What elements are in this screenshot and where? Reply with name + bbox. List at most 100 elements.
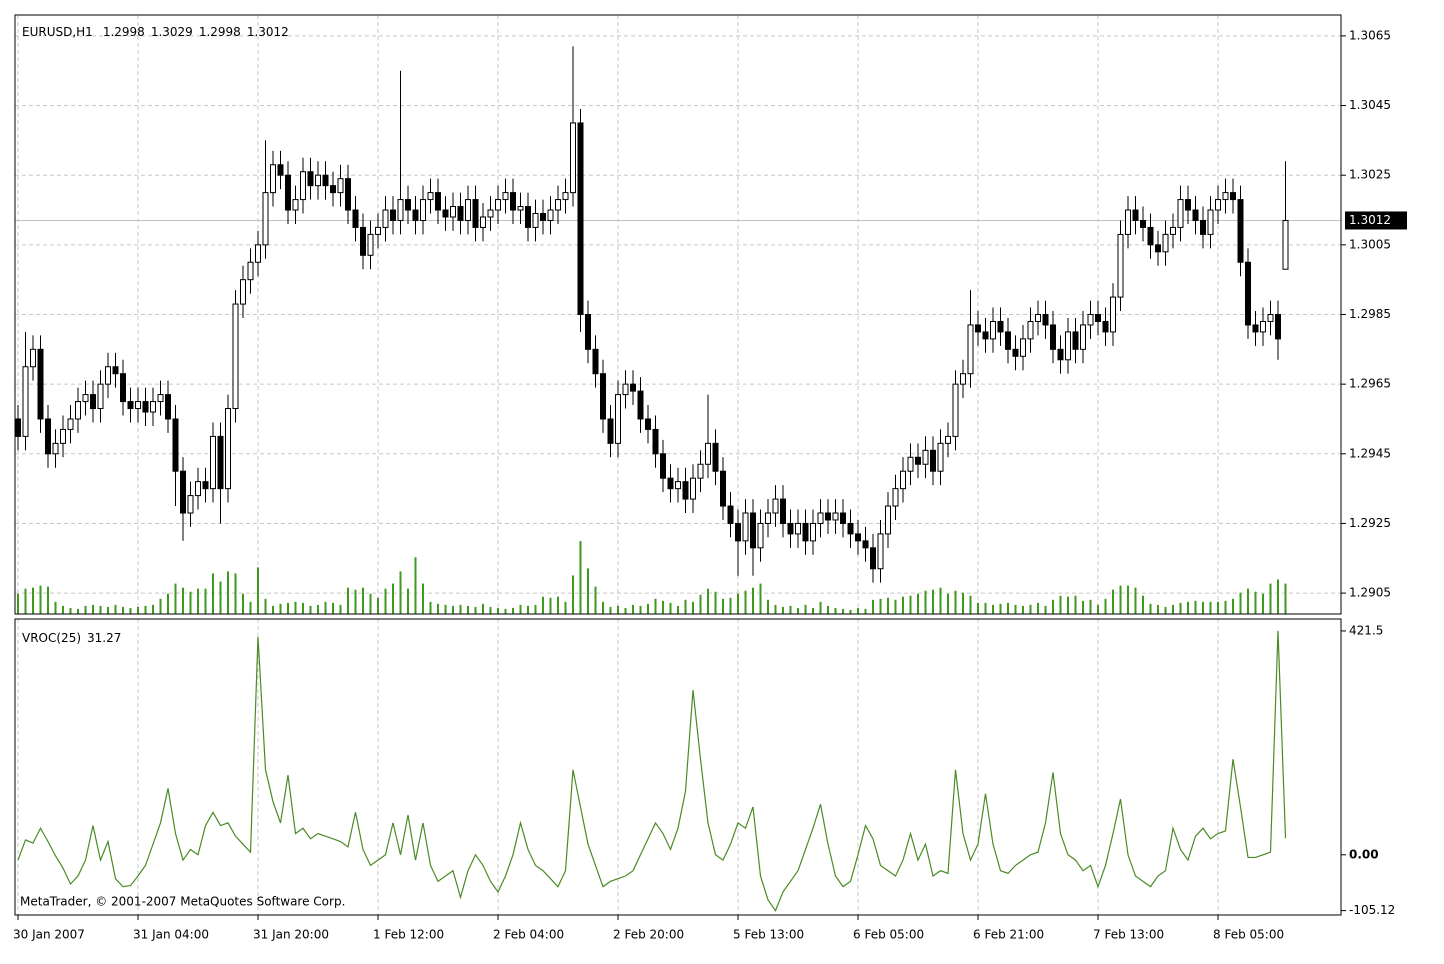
volume-bar	[519, 604, 522, 614]
volume-bar	[602, 601, 604, 614]
volume-bar	[489, 606, 492, 614]
candle-body	[30, 348, 36, 368]
volume-bar	[647, 603, 649, 614]
candle-body	[1222, 192, 1229, 201]
candle-body	[855, 533, 861, 542]
candle-body	[757, 522, 764, 549]
volume-bar	[707, 588, 709, 614]
candle-body	[277, 164, 284, 176]
volume-bar	[872, 599, 874, 614]
candle-body	[877, 533, 884, 570]
candle-body	[675, 481, 681, 490]
candle-body	[1087, 314, 1094, 326]
last-close: 1.3012	[247, 25, 289, 39]
candle-body	[412, 209, 419, 221]
last-low: 1.2998	[199, 25, 241, 39]
candle-body	[67, 418, 74, 430]
volume-bar	[624, 607, 627, 614]
candle-body	[180, 470, 186, 514]
candle-body	[472, 199, 479, 228]
volume-bar	[107, 606, 109, 614]
volume-bar	[227, 571, 229, 614]
volume-bar	[444, 604, 447, 614]
volume-bar	[159, 598, 162, 614]
volume-bar	[1209, 601, 1212, 614]
volume-bar	[1104, 598, 1107, 614]
last-open: 1.2998	[103, 25, 145, 39]
volume-bar	[234, 573, 237, 614]
volume-bar	[54, 601, 57, 614]
candle-body	[202, 481, 209, 490]
y-tick-label: 0.00	[1349, 847, 1379, 861]
volume-bar	[182, 587, 184, 614]
candle-body	[315, 174, 321, 187]
volume-bar	[212, 573, 214, 614]
volume-bar	[534, 604, 537, 614]
candle-body	[292, 199, 299, 211]
candle-body	[592, 348, 599, 375]
volume-bar	[407, 588, 409, 614]
volume-bar	[557, 596, 559, 614]
volume-bar	[197, 588, 199, 614]
volume-bar	[767, 599, 769, 614]
volume-bar	[669, 602, 672, 614]
volume-bar	[1082, 600, 1084, 614]
x-tick-label: 7 Feb 13:00	[1093, 928, 1164, 942]
volume-bar	[459, 604, 462, 614]
candle-body	[697, 463, 704, 479]
candle-body	[712, 442, 719, 472]
volume-bar	[1202, 601, 1204, 614]
candle-body	[735, 522, 741, 542]
volume-bar	[129, 607, 132, 614]
candle-body	[945, 435, 951, 444]
candle-body	[405, 199, 411, 211]
volume-bar	[422, 583, 424, 614]
candle-body	[562, 192, 569, 201]
candle-body	[1065, 331, 1071, 361]
candle-body	[1170, 226, 1176, 235]
volume-bar	[309, 605, 312, 614]
volume-bar	[377, 597, 379, 614]
candle-body	[1147, 226, 1154, 246]
candle-body	[1072, 331, 1079, 350]
volume-bar	[1014, 604, 1017, 614]
candle-body	[1057, 348, 1064, 361]
candle-body	[1132, 209, 1139, 221]
y-tick-label: 1.2985	[1349, 307, 1391, 321]
volume-bar	[999, 603, 1002, 614]
candle-body	[1215, 199, 1221, 211]
candle-body	[187, 495, 194, 514]
volume-bar	[639, 605, 642, 614]
volume-bar	[564, 601, 567, 614]
last-high: 1.3029	[151, 25, 193, 39]
volume-bar	[17, 593, 19, 614]
volume-bar	[399, 571, 402, 614]
volume-bar	[1127, 585, 1129, 614]
volume-bar	[977, 602, 979, 614]
candle-body	[630, 383, 636, 392]
volume-bar	[729, 597, 732, 614]
candle-body	[900, 470, 906, 490]
volume-bar	[257, 567, 259, 614]
volume-bar	[189, 591, 192, 614]
candle-body	[652, 428, 659, 455]
candle-body	[97, 383, 104, 410]
volume-bar	[984, 602, 987, 614]
mark-layer	[15, 46, 1289, 912]
x-tick-label: 31 Jan 04:00	[133, 928, 209, 942]
volume-bar	[69, 607, 72, 614]
candle-body	[322, 174, 329, 187]
volume-bar	[1059, 595, 1062, 614]
x-tick-label: 8 Feb 05:00	[1213, 928, 1284, 942]
candle-body	[1140, 219, 1146, 228]
candle-body	[667, 477, 674, 490]
candle-body	[817, 512, 824, 524]
candle-body	[532, 213, 539, 228]
candle-body	[825, 512, 831, 521]
volume-bar	[302, 602, 304, 614]
candle-body	[150, 401, 156, 413]
candle-body	[390, 209, 396, 221]
volume-bar	[167, 593, 169, 614]
candle-body	[1102, 320, 1109, 333]
